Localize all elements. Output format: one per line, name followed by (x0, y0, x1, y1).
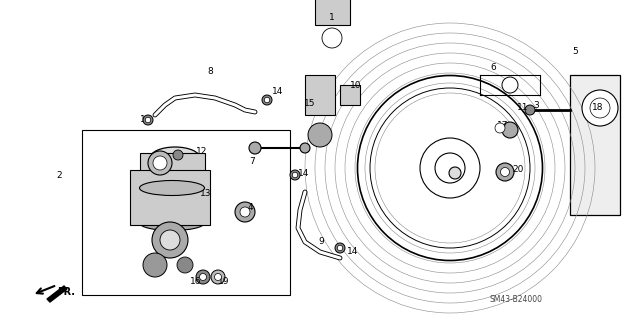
Circle shape (292, 172, 298, 178)
Text: 12: 12 (196, 147, 207, 157)
Text: SM43-B24000: SM43-B24000 (490, 295, 543, 305)
Circle shape (200, 273, 207, 280)
Ellipse shape (150, 147, 200, 169)
Circle shape (145, 117, 151, 123)
Circle shape (495, 123, 505, 133)
Text: 13: 13 (200, 189, 211, 197)
Text: 19: 19 (218, 278, 230, 286)
Bar (140, 153, 205, 188)
Circle shape (240, 207, 250, 217)
Circle shape (525, 105, 535, 115)
Text: 17: 17 (497, 122, 509, 130)
Circle shape (335, 243, 345, 253)
Circle shape (496, 163, 514, 181)
Text: 14: 14 (272, 87, 284, 97)
Text: 11: 11 (517, 103, 529, 113)
Text: 18: 18 (592, 103, 604, 113)
Bar (315, 0, 350, 25)
Circle shape (249, 142, 261, 154)
Text: 5: 5 (572, 48, 578, 56)
Circle shape (152, 222, 188, 258)
Text: 14: 14 (347, 248, 358, 256)
Text: 4: 4 (248, 204, 253, 212)
Circle shape (290, 170, 300, 180)
Text: 16: 16 (190, 278, 202, 286)
Bar (340, 85, 360, 105)
Text: 14: 14 (140, 115, 152, 124)
Circle shape (196, 270, 210, 284)
Circle shape (502, 77, 518, 93)
Circle shape (143, 253, 167, 277)
Circle shape (322, 28, 342, 48)
Bar (305, 75, 335, 115)
Text: 8: 8 (207, 68, 213, 77)
Circle shape (337, 245, 343, 251)
Circle shape (148, 151, 172, 175)
Circle shape (160, 230, 180, 250)
Text: 9: 9 (318, 238, 324, 247)
Circle shape (214, 273, 221, 280)
Circle shape (308, 123, 332, 147)
Ellipse shape (140, 216, 205, 231)
Circle shape (235, 202, 255, 222)
Circle shape (211, 270, 225, 284)
Circle shape (500, 167, 509, 176)
Circle shape (502, 122, 518, 138)
Bar (82, 130, 290, 295)
Circle shape (300, 143, 310, 153)
Circle shape (153, 156, 167, 170)
Text: 3: 3 (533, 100, 539, 109)
Text: 6: 6 (490, 63, 496, 72)
Circle shape (173, 150, 183, 160)
Text: 2: 2 (56, 170, 62, 180)
Circle shape (582, 90, 618, 126)
Bar (130, 170, 210, 225)
Ellipse shape (435, 153, 465, 183)
Text: 10: 10 (350, 81, 362, 91)
Circle shape (449, 167, 461, 179)
Circle shape (264, 97, 269, 103)
Text: 14: 14 (298, 168, 309, 177)
Circle shape (143, 115, 153, 125)
Text: 15: 15 (304, 99, 316, 108)
Polygon shape (47, 286, 67, 302)
Ellipse shape (140, 181, 205, 196)
Text: 1: 1 (329, 12, 335, 21)
Text: 20: 20 (512, 166, 524, 174)
Text: FR.: FR. (57, 287, 75, 297)
Text: 7: 7 (249, 158, 255, 167)
Circle shape (262, 95, 272, 105)
Circle shape (177, 257, 193, 273)
Polygon shape (570, 75, 620, 215)
